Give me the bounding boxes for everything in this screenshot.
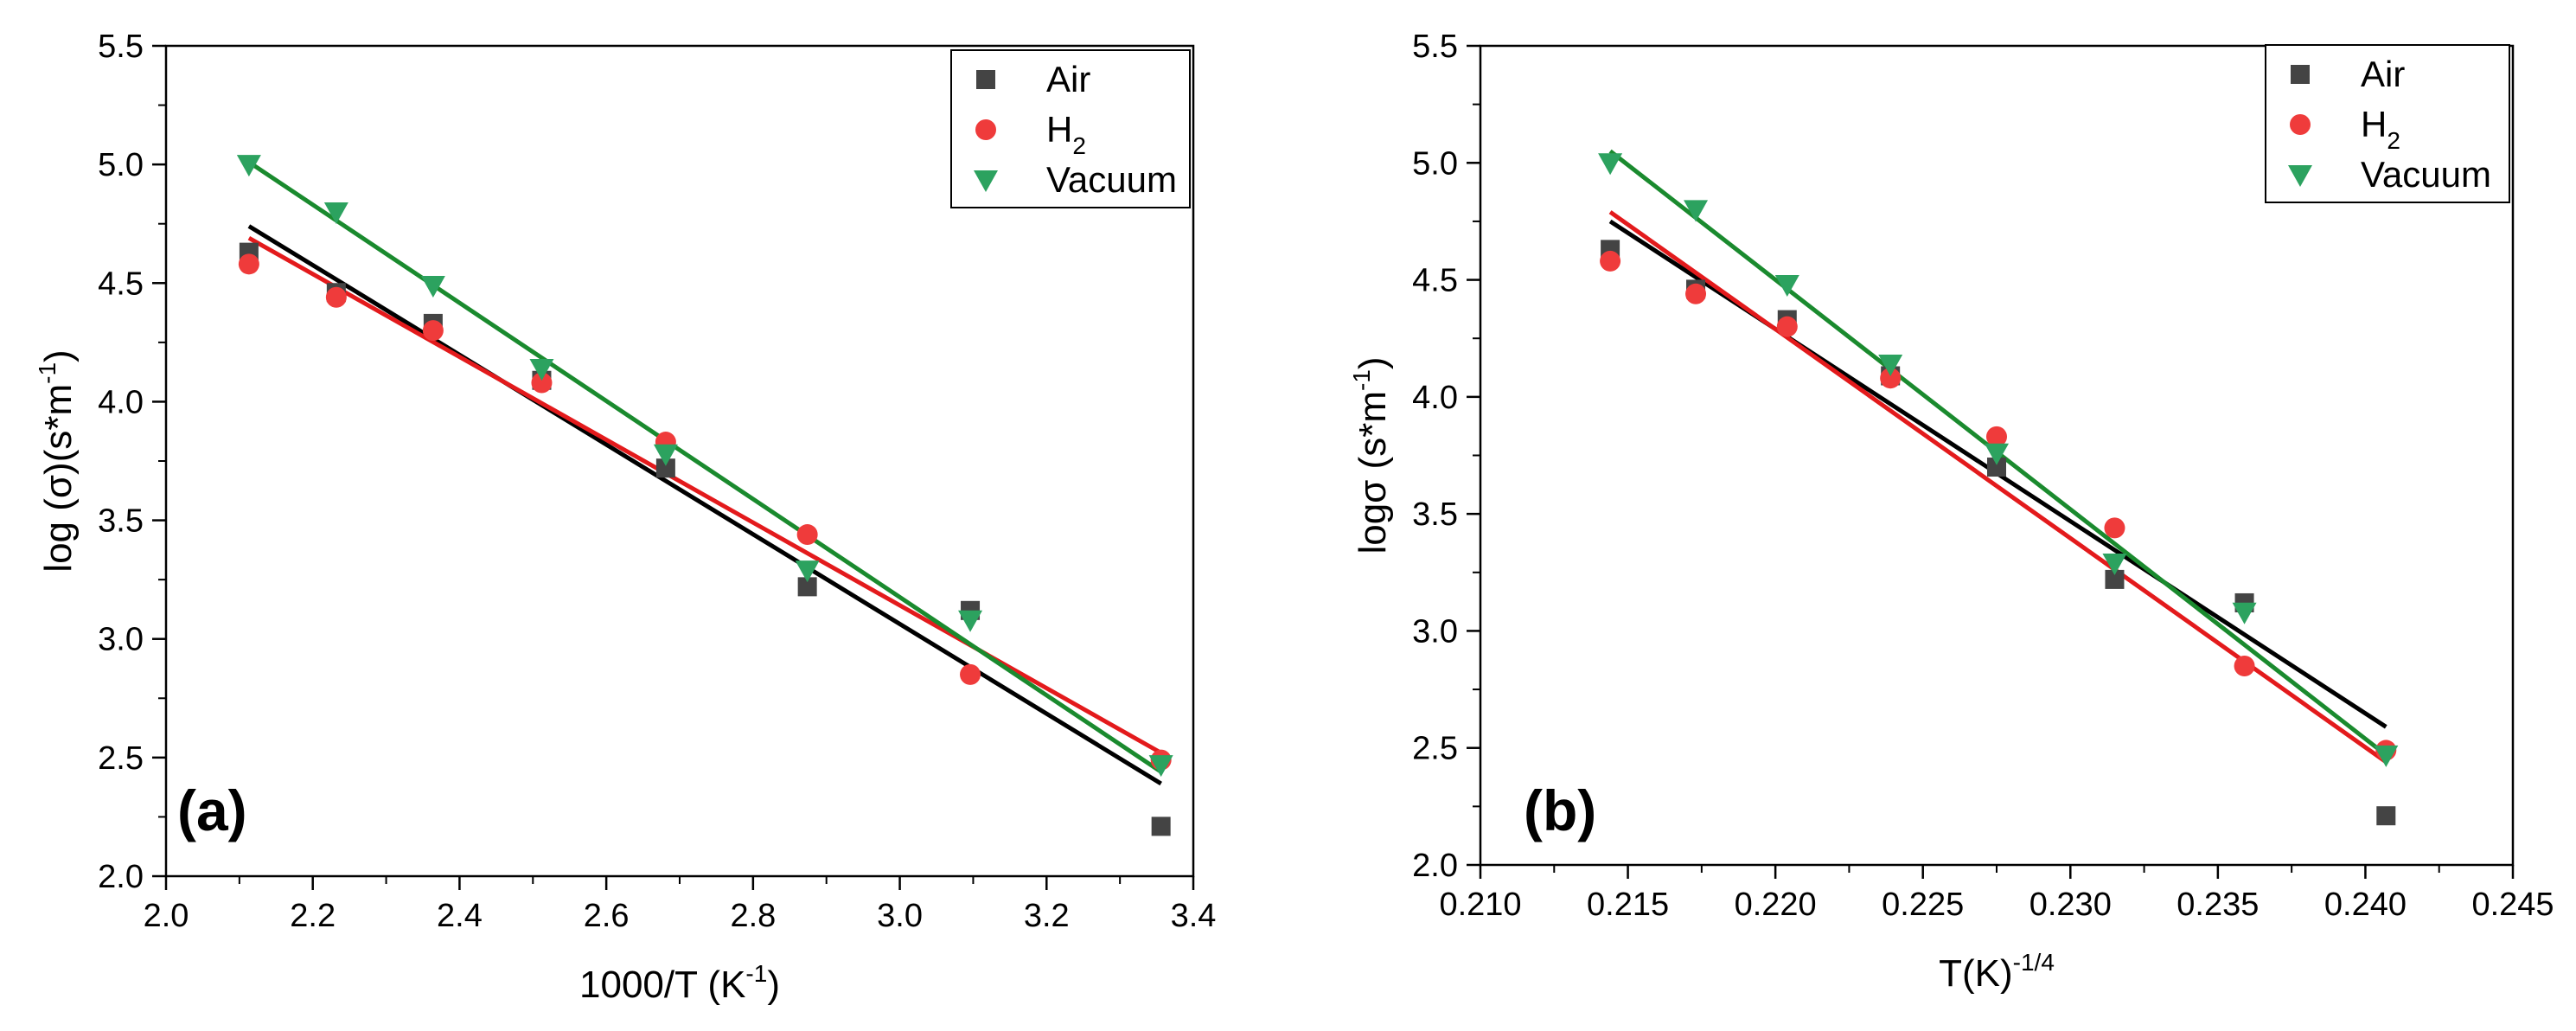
legend-label-vacuum: Vacuum (2361, 154, 2491, 195)
data-point-h (422, 320, 444, 342)
data-point-vacuum (1985, 443, 2009, 465)
data-point-vacuum (1774, 274, 1799, 297)
data-point-h (1600, 250, 1621, 272)
data-point-h (531, 372, 553, 394)
fit-line-h (1608, 210, 2387, 764)
x-tick-label: 0.210 (1439, 887, 1521, 923)
y-tick-label: 5.0 (98, 147, 144, 183)
x-tick-label: 0.225 (1882, 887, 1964, 923)
data-point-h (2104, 517, 2125, 539)
chart-panel-a: 2.0 2.2 2.4 2.6 2.8 3.0 3.2 3.4 2.0 2.5 3.0 3.5 4.0 4… (34, 29, 1216, 1006)
y-tick-label: 5.5 (98, 29, 144, 65)
x-tick-label: 0.240 (2324, 887, 2407, 923)
y-tick-label: 2.5 (1412, 731, 1458, 767)
data-point-vacuum (958, 610, 983, 632)
data-point-air (2376, 806, 2396, 826)
data-point-h (1776, 316, 1798, 337)
fit-line-h (247, 235, 1162, 755)
data-point-vacuum (2374, 745, 2399, 767)
y-tick-label: 2.0 (98, 859, 144, 895)
data-point-vacuum (420, 276, 445, 298)
data-point-air (1151, 816, 1171, 836)
data-point-vacuum (2102, 553, 2127, 575)
legend-label-air: Air (1046, 59, 1090, 99)
data-point-air (655, 458, 675, 478)
y-tick-label: 2.0 (1412, 848, 1458, 884)
y-axis-label-sup: -1 (34, 362, 61, 384)
x-tick-label: 0.235 (2176, 887, 2259, 923)
y-axis-label: log (σ)(s*m-1) (34, 349, 80, 572)
data-point-h (1880, 368, 1902, 389)
x-axis-label: 1000/T (K-1) (579, 960, 780, 1006)
data-point-h (325, 286, 347, 308)
x-tick-label: 0.215 (1587, 887, 1669, 923)
y-tick-label: 4.5 (98, 266, 144, 302)
data-point-air (797, 577, 817, 597)
x-tick-label: 3.2 (1024, 898, 1070, 934)
x-tick-label: 2.4 (437, 898, 483, 934)
y-tick-label: 4.0 (1412, 380, 1458, 416)
data-point-vacuum (529, 359, 554, 381)
x-tick-label: 2.2 (290, 898, 336, 934)
legend-marker-vacuum (2288, 165, 2312, 187)
x-tick-label: 0.230 (2029, 887, 2112, 923)
panel-label: (b) (1524, 778, 1596, 842)
data-point-air (2105, 569, 2125, 589)
data-point-h (1685, 283, 1707, 304)
data-point-h (238, 253, 259, 275)
data-point-h (960, 663, 981, 685)
y-axis-label-end: ) (37, 349, 80, 362)
legend-label-air: Air (2361, 54, 2405, 94)
x-axis-label-end: ) (767, 964, 780, 1006)
legend-label-sub: 2 (1072, 132, 1086, 159)
legend-marker-air (976, 70, 995, 89)
x-tick-label: 3.0 (877, 898, 923, 934)
data-point-vacuum (2232, 602, 2257, 624)
data-point-vacuum (1598, 153, 1623, 176)
data-point-h (2234, 656, 2255, 677)
data-point-h (796, 524, 818, 546)
legend-marker-vacuum (974, 170, 998, 192)
x-tick-label: 3.4 (1171, 898, 1217, 934)
data-point-vacuum (1684, 200, 1709, 222)
y-tick-label: 3.5 (98, 503, 144, 540)
data-point-vacuum (1148, 755, 1173, 778)
fit-line-vacuum (247, 160, 1163, 774)
y-axis-label-sup: -1 (1348, 369, 1375, 391)
y-tick-label: 4.5 (1412, 263, 1458, 299)
data-point-air (1987, 458, 2006, 477)
x-axis-label: T(K)-1/4 (1939, 949, 2055, 995)
legend-marker-h (975, 119, 996, 140)
legend-marker-h (2290, 114, 2311, 135)
x-tick-label: 2.8 (730, 898, 776, 934)
y-tick-label: 3.0 (98, 622, 144, 658)
data-point-vacuum (1878, 354, 1903, 376)
y-tick-label: 5.0 (1412, 145, 1458, 182)
y-tick-label: 4.0 (98, 384, 144, 420)
legend-label-vacuum: Vacuum (1046, 159, 1177, 200)
legend-marker-air (2291, 65, 2310, 84)
y-tick-label: 3.5 (1412, 496, 1458, 533)
fit-line-air (247, 224, 1162, 786)
x-tick-label: 2.0 (144, 898, 189, 934)
data-point-vacuum (323, 202, 348, 224)
data-point-vacuum (795, 560, 820, 583)
x-tick-label: 0.220 (1735, 887, 1817, 923)
y-tick-label: 5.5 (1412, 29, 1458, 65)
y-tick-label: 2.5 (98, 740, 144, 777)
y-tick-label: 3.0 (1412, 613, 1458, 650)
x-tick-label: 2.6 (584, 898, 630, 934)
chart-panel-b: 0.210 0.215 0.220 0.225 0.230 0.235 0.240 0.245… (1348, 29, 2554, 995)
legend-label-sub: 2 (2387, 127, 2400, 154)
x-axis-label-sup: -1/4 (2013, 949, 2055, 976)
data-point-h (1986, 426, 2007, 447)
y-axis-label-end: ) (1352, 356, 1394, 369)
data-point-vacuum (236, 155, 261, 177)
x-tick-label: 0.245 (2471, 887, 2554, 923)
y-axis-label: logσ (s*m-1) (1348, 356, 1394, 554)
x-axis-label-sup: -1 (745, 960, 767, 987)
data-point-vacuum (653, 444, 678, 466)
panel-label: (a) (177, 778, 247, 842)
